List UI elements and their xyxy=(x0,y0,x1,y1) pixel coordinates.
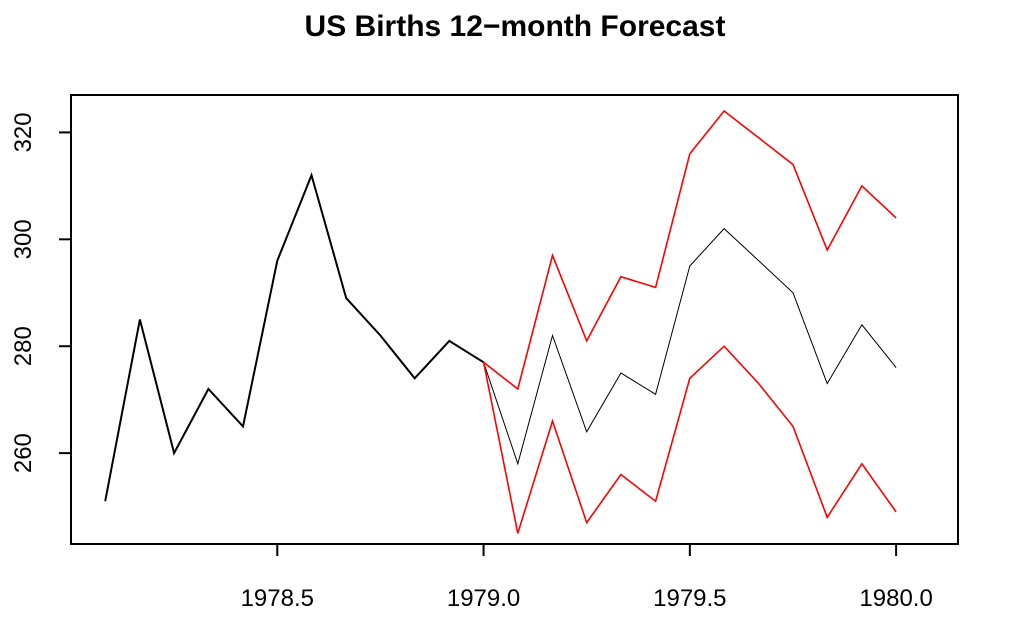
series-line-forecast xyxy=(483,227,897,466)
series-layer xyxy=(104,109,897,534)
series-line-upper xyxy=(483,109,897,391)
y-axis: 260 280 300 320 xyxy=(10,112,72,473)
y-tick-label: 320 xyxy=(10,112,37,152)
series-line-lower xyxy=(482,345,897,534)
x-tick-label: 1980.0 xyxy=(859,585,932,612)
series-line-observed xyxy=(104,172,485,502)
x-tick-label: 1978.5 xyxy=(241,585,314,612)
x-tick-label: 1979.0 xyxy=(447,585,520,612)
y-tick-label: 260 xyxy=(10,433,37,473)
x-axis: 1978.5 1979.0 1979.5 1980.0 xyxy=(241,543,933,612)
y-tick-label: 280 xyxy=(10,326,37,366)
chart-title: US Births 12−month Forecast xyxy=(305,10,726,43)
y-tick-label: 300 xyxy=(10,219,37,259)
x-tick-label: 1979.5 xyxy=(653,585,726,612)
plot-frame xyxy=(70,94,959,545)
